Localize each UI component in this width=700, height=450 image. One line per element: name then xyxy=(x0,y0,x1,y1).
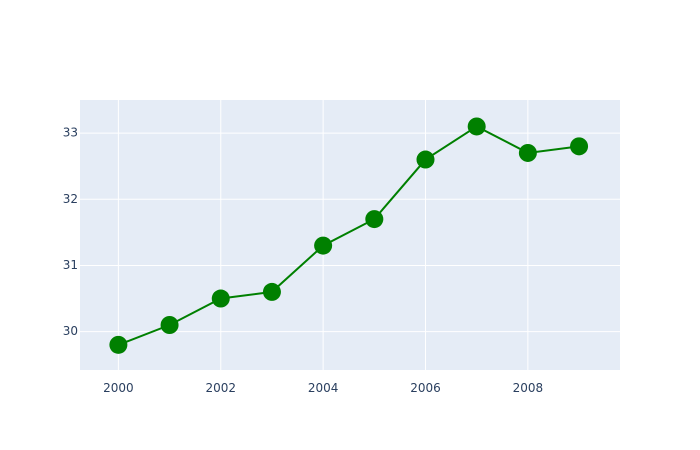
data-point xyxy=(467,117,486,136)
axis-ticks: 2000 2002 2004 2006 2008 30 31 32 33 xyxy=(63,126,543,395)
y-tick-label: 31 xyxy=(63,258,78,272)
x-tick-label: 2004 xyxy=(308,381,339,395)
x-tick-label: 2006 xyxy=(410,381,441,395)
plot-background xyxy=(80,100,620,370)
data-point xyxy=(570,137,589,156)
data-point xyxy=(262,282,281,301)
x-tick-label: 2000 xyxy=(103,381,134,395)
data-point xyxy=(109,335,128,354)
series-line xyxy=(118,125,580,346)
series-layer xyxy=(109,117,589,354)
data-point xyxy=(314,236,333,255)
data-point xyxy=(365,210,384,229)
data-point xyxy=(416,150,435,169)
data-point xyxy=(160,316,179,334)
y-tick-label: 32 xyxy=(63,192,78,206)
x-tick-label: 2002 xyxy=(205,381,236,395)
y-tick-label: 30 xyxy=(63,324,78,338)
data-point xyxy=(518,143,537,162)
data-point xyxy=(211,289,230,308)
x-tick-label: 2008 xyxy=(513,381,544,395)
y-tick-label: 33 xyxy=(63,126,78,140)
